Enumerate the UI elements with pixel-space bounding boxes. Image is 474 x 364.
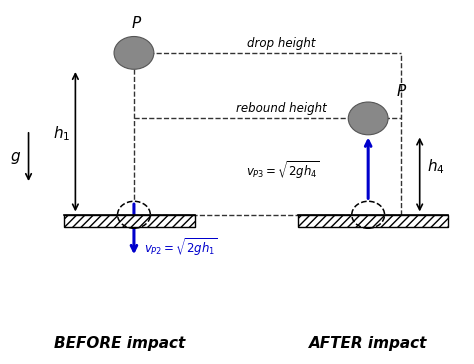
Ellipse shape [348, 102, 388, 135]
Bar [64, 215, 195, 227]
Text: P: P [132, 16, 141, 31]
Text: BEFORE impact: BEFORE impact [54, 336, 185, 351]
Text: AFTER impact: AFTER impact [309, 336, 428, 351]
Text: $h_4$: $h_4$ [427, 157, 445, 176]
Ellipse shape [114, 36, 154, 69]
Text: $h_1$: $h_1$ [53, 124, 70, 143]
Text: $v_{P3} = \sqrt{2gh_4}$: $v_{P3} = \sqrt{2gh_4}$ [246, 159, 320, 181]
Bar [298, 215, 448, 227]
Text: P: P [396, 84, 406, 99]
Text: $v_{P2} = \sqrt{2gh_1}$: $v_{P2} = \sqrt{2gh_1}$ [144, 236, 218, 258]
Text: rebound height: rebound height [236, 102, 327, 115]
Text: drop height: drop height [247, 37, 316, 50]
Text: g: g [10, 150, 20, 165]
